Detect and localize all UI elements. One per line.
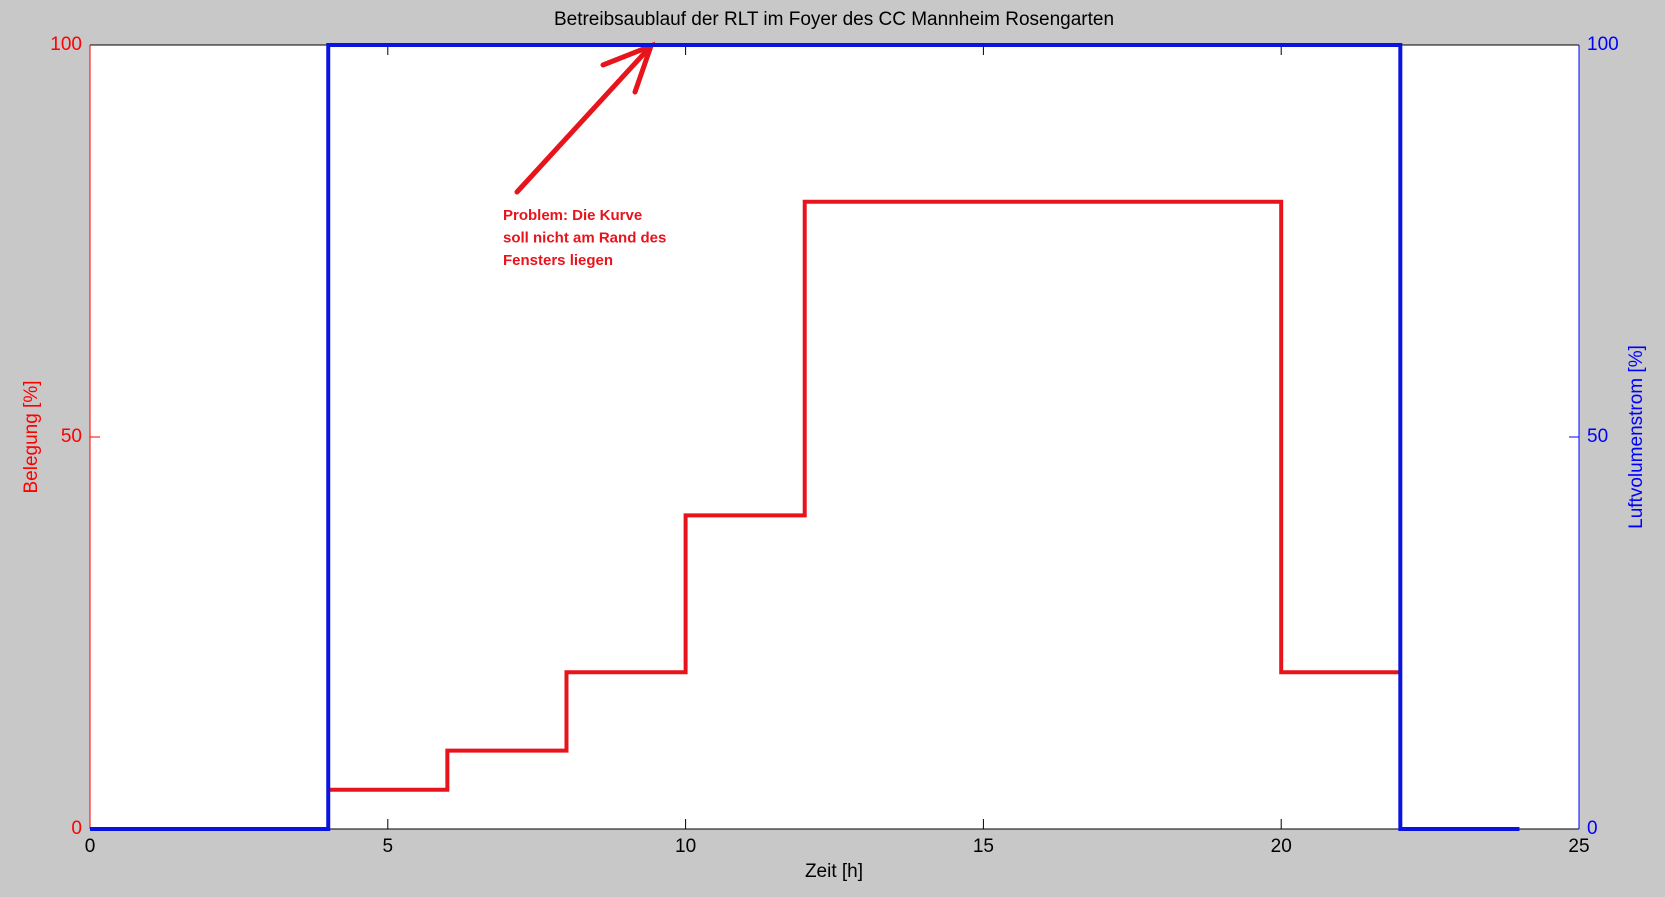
data-line: [90, 43, 1520, 831]
plot-area: [90, 45, 1579, 829]
annotation: Fensters liegen: [503, 252, 613, 269]
y-axis-label: Belegung [%]: [21, 380, 42, 493]
x-tick-label: 20: [1271, 836, 1292, 857]
y2-tick-label: 50: [1587, 426, 1608, 447]
y-tick-label: 100: [50, 34, 82, 55]
x-tick-label: 10: [675, 836, 696, 857]
chart-title: Betreibsaublauf der RLT im Foyer des CC …: [554, 9, 1114, 30]
y2-tick-label: 100: [1587, 34, 1619, 55]
y-tick-label: 0: [71, 818, 82, 839]
y-tick-label: 50: [61, 426, 82, 447]
x-tick-label: 5: [383, 836, 394, 857]
x-tick-label: 15: [973, 836, 994, 857]
x-axis-label: Zeit [h]: [805, 861, 863, 882]
y2-axis-label: Luftvolumenstrom [%]: [1626, 345, 1647, 529]
x-tick-label: 25: [1568, 836, 1589, 857]
y2-tick-label: 0: [1587, 818, 1598, 839]
x-tick-label: 0: [85, 836, 96, 857]
annotation: Problem: Die Kurve: [503, 207, 642, 224]
annotation: soll nicht am Rand des: [503, 229, 666, 246]
data-line: [328, 199, 1401, 792]
